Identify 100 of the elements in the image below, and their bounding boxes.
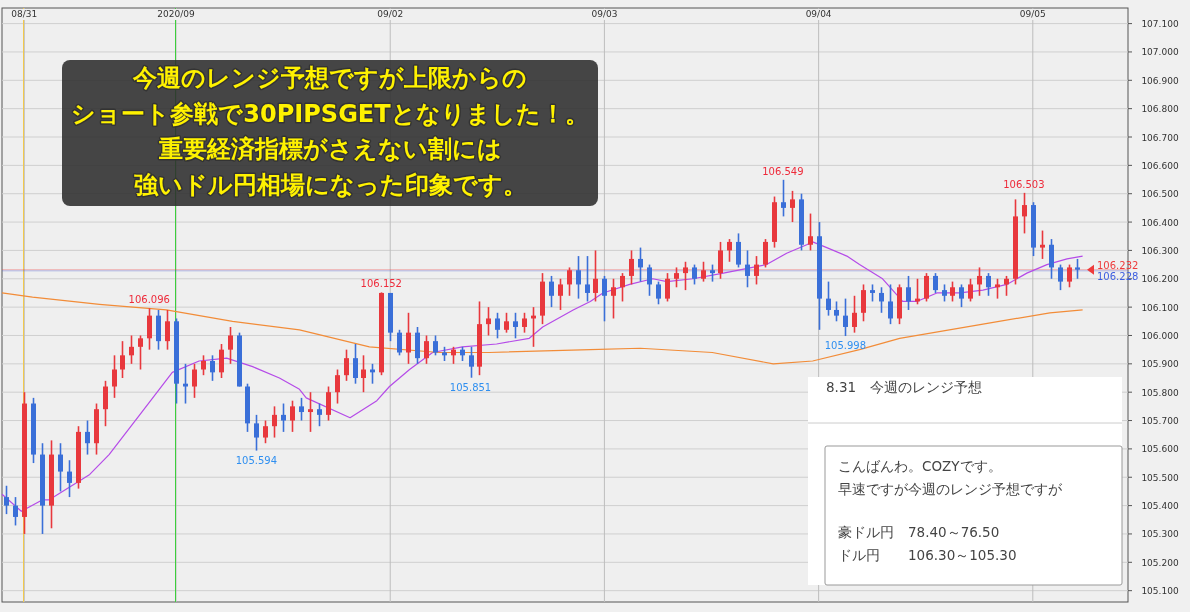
- annotation: 106.503: [1003, 178, 1045, 190]
- annotation: 強いドル円相場になった印象です。: [133, 170, 527, 199]
- annotation: ショート参戦で30PIPSGETとなりました！。: [71, 99, 589, 128]
- candlestick: [995, 277, 1000, 300]
- candlestick: [843, 297, 848, 337]
- candlestick: [647, 263, 652, 297]
- candlestick: [424, 334, 429, 365]
- candlestick: [620, 272, 625, 303]
- candlestick: [281, 402, 286, 433]
- candlestick: [290, 399, 295, 433]
- candlestick: [665, 272, 670, 303]
- candlestick: [879, 286, 884, 314]
- candlestick: [263, 419, 268, 445]
- candlestick: [406, 312, 411, 365]
- candlestick: [950, 280, 955, 303]
- candlestick: [1040, 229, 1045, 260]
- candlestick: [272, 405, 277, 439]
- candlestick: [959, 283, 964, 308]
- candlestick: [344, 348, 349, 382]
- annotation: こんばんわ。COZYです。: [838, 458, 1002, 474]
- y-tick-label: 105.400: [1141, 501, 1179, 512]
- y-tick-label: 106.400: [1141, 217, 1179, 228]
- y-tick-label: 106.500: [1141, 189, 1179, 200]
- y-tick-label: 105.200: [1141, 557, 1179, 568]
- candlestick: [335, 368, 340, 405]
- y-tick-label: 107.000: [1141, 47, 1179, 58]
- candlestick: [602, 275, 607, 323]
- annotation: 106.152: [360, 278, 402, 290]
- candlestick: [906, 275, 911, 311]
- candlestick: [361, 354, 366, 393]
- annotation: 106.549: [762, 165, 804, 177]
- candlestick: [192, 363, 197, 399]
- candlestick: [558, 277, 563, 311]
- candlestick: [165, 309, 170, 351]
- x-tick-label: 08/31: [11, 9, 38, 19]
- candlestick: [763, 238, 768, 269]
- candlestick: [754, 255, 759, 286]
- x-tick-label: 09/05: [1019, 9, 1046, 19]
- candlestick: [112, 354, 117, 399]
- annotation: 重要経済指標がさえない割には: [157, 135, 502, 163]
- candlestick: [4, 484, 9, 515]
- candlestick: [219, 343, 224, 379]
- candlestick: [701, 260, 706, 283]
- annotation: ドル円 106.30～105.30: [838, 547, 1017, 563]
- candlestick: [968, 277, 973, 303]
- candlestick: [353, 343, 358, 385]
- candlestick: [861, 283, 866, 323]
- y-tick-label: 106.100: [1141, 302, 1179, 313]
- candlestick: [103, 380, 108, 428]
- y-tick-label: 106.000: [1141, 330, 1179, 341]
- candlestick: [692, 263, 697, 286]
- candlestick: [576, 255, 581, 300]
- candlestick: [611, 277, 616, 320]
- ref-line-label: 106.232: [1097, 259, 1139, 271]
- candlestick: [469, 346, 474, 379]
- candlestick: [201, 354, 206, 376]
- candlestick: [826, 280, 831, 317]
- y-tick-label: 106.200: [1141, 274, 1179, 285]
- candlestick: [736, 232, 741, 269]
- y-tick-label: 105.700: [1141, 416, 1179, 427]
- annotation: 早速ですが今週のレンジ予想ですが: [838, 481, 1063, 497]
- candlestick: [120, 340, 125, 379]
- candlestick: [745, 249, 750, 289]
- annotation: 今週のレンジ予想ですが上限からの: [132, 64, 527, 92]
- candlestick: [933, 272, 938, 294]
- y-tick-label: 106.300: [1141, 245, 1179, 256]
- candlestick: [683, 260, 688, 291]
- candlestick: [495, 312, 500, 340]
- candlestick: [504, 312, 509, 334]
- candlestick: [183, 363, 188, 405]
- candlestick: [1049, 238, 1054, 280]
- candlestick: [1067, 263, 1072, 289]
- y-tick-label: 106.600: [1141, 160, 1179, 171]
- candlestick: [326, 385, 331, 422]
- y-tick-label: 105.900: [1141, 359, 1179, 370]
- candlestick: [585, 255, 590, 303]
- candlestick: [397, 329, 402, 357]
- candlestick: [888, 283, 893, 325]
- y-tick-label: 105.100: [1141, 586, 1179, 597]
- candlestick: [656, 280, 661, 306]
- y-tick-label: 106.800: [1141, 104, 1179, 115]
- candlestick: [58, 442, 63, 493]
- candlestick: [13, 496, 18, 527]
- candlestick: [317, 402, 322, 428]
- x-tick-label: 09/03: [591, 9, 618, 19]
- candlestick: [1075, 258, 1080, 280]
- candlestick: [852, 294, 857, 334]
- x-tick-label: 09/02: [377, 9, 404, 19]
- candlestick: [299, 397, 304, 422]
- candlestick: [85, 419, 90, 456]
- annotation: 105.851: [449, 381, 492, 393]
- candlestick: [567, 266, 572, 297]
- annotation: 8.31 今週のレンジ予想: [826, 379, 983, 395]
- candlestick: [129, 334, 134, 365]
- candlestick: [674, 266, 679, 289]
- candlestick: [593, 249, 598, 303]
- candlestick: [228, 326, 233, 365]
- candlestick: [549, 275, 554, 308]
- candlestick: [522, 312, 527, 334]
- candlestick: [638, 246, 643, 283]
